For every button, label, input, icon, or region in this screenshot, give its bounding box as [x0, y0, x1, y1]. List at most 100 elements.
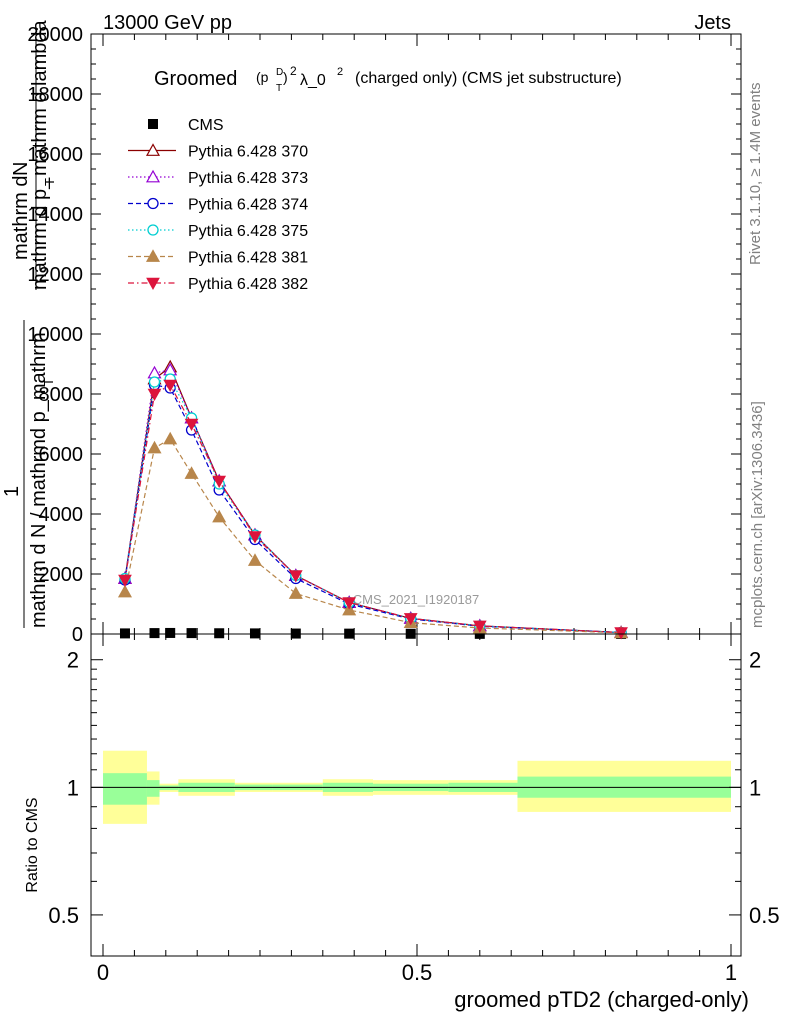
series-cms-point: [119, 628, 130, 639]
legend-pythia-6-428-370: Pythia 6.428 370: [128, 143, 308, 161]
ratio-y-label: Ratio to CMS: [24, 797, 41, 892]
main-ytick-label: 16000: [27, 144, 83, 166]
ratio-ytick-label: 2: [67, 648, 79, 673]
legend-pythia-6-428-381: Pythia 6.428 381: [128, 249, 308, 267]
series-pythia-6-428-382-point: [472, 620, 487, 633]
legend-pythia-6-428-382-label: Pythia 6.428 382: [188, 276, 308, 293]
main-ytick-label: 20000: [27, 24, 83, 46]
xtick-label: 0.5: [402, 960, 433, 985]
main-ytick-label: 14000: [27, 204, 83, 226]
ratio-axis-ticks: [91, 634, 741, 956]
title-sup-d: D: [276, 67, 283, 78]
series-pythia-6-428-381-point: [117, 584, 132, 598]
ratio-plot-frame: [90, 633, 742, 957]
legend-pythia-6-428-373: Pythia 6.428 373: [128, 169, 308, 187]
series-cms-point: [186, 628, 197, 639]
series-cms-point: [249, 628, 260, 639]
legend-pythia-6-428-370-label: Pythia 6.428 370: [188, 144, 308, 161]
series-layer: [117, 359, 629, 640]
main-ytick-label: 0: [72, 624, 83, 646]
series-pythia-6-428-382-point: [342, 597, 357, 610]
title-suffix: (charged only) (CMS jet substructure): [355, 70, 622, 87]
series-pythia-6-428-381-point: [288, 586, 303, 599]
legend-pythia-6-428-375-label: Pythia 6.428 375: [188, 223, 308, 240]
legend-pythia-6-428-381-label: Pythia 6.428 381: [188, 250, 308, 267]
ratio-tick-labels: 0.5 0.5 1 1 2 2: [48, 648, 779, 928]
title-sub-t: T: [276, 83, 282, 94]
ratio-inner-band: [146, 780, 160, 797]
ratio-ytick-label-right: 2: [749, 648, 761, 673]
ylabel-line2-rest: mathrm d lambda: [29, 20, 51, 176]
x-axis-label: groomed pTD2 (charged-only): [454, 987, 749, 1012]
series-pythia-6-428-382-point: [118, 574, 132, 588]
legend-cms: CMS: [148, 117, 224, 134]
legend-pythia-6-428-375: Pythia 6.428 375: [128, 223, 308, 240]
main-y-axis-label: mathrm d N mathrm d p_ T mathrm d lambda…: [1, 20, 57, 628]
series-pythia-6-428-382-point: [288, 570, 303, 583]
ylabel-line2-t: T: [42, 178, 57, 186]
main-ytick-label: 12000: [27, 264, 83, 286]
legend-pythia-6-428-370-marker: [145, 143, 161, 156]
series-pythia-6-428-382-point: [163, 379, 178, 393]
ylabel-one: 1: [1, 486, 23, 497]
ratio-ytick-label-right: 0.5: [749, 903, 780, 928]
title-close: ): [283, 69, 288, 85]
main-ytick-label: 10000: [27, 324, 83, 346]
ylabel-top-n: N: [10, 162, 32, 176]
series-cms-point: [149, 628, 160, 639]
main-ytick-label: 18000: [27, 84, 83, 106]
series-pythia-6-428-373-point: [147, 365, 162, 379]
title-groomed: Groomed: [154, 68, 237, 90]
title-lambda: λ_0: [300, 72, 326, 89]
series-pythia-6-428-382-point: [184, 418, 199, 432]
watermark: CMS_2021_I1920187: [353, 592, 480, 607]
legend-pythia-6-428-374-marker: [147, 197, 159, 210]
ylabel-top: mathrm d: [10, 176, 32, 260]
ylabel-bottom-t: T: [41, 378, 56, 386]
ratio-ytick-label-right: 1: [749, 775, 761, 800]
title-exp-2: 2: [290, 64, 297, 78]
series-cms-point: [165, 627, 176, 638]
series-pythia-6-428-381-point: [163, 431, 178, 445]
legend-pythia-6-428-382: Pythia 6.428 382: [128, 276, 308, 293]
ratio-inner-band: [103, 773, 147, 805]
main-ytick-label: 4000: [39, 504, 84, 526]
main-y-tick-labels: 0 2000 4000 6000 8000 10000 12000 14000 16000 180…: [27, 24, 83, 646]
legend-pythia-6-428-373-label: Pythia 6.428 373: [188, 170, 308, 187]
series-pythia-6-428-381-point: [184, 466, 199, 479]
title-lambda-2: 2: [337, 66, 343, 78]
xtick-label: 0: [97, 960, 109, 985]
series-pythia-6-428-382-point: [614, 627, 628, 640]
main-axis-ticks: [91, 33, 741, 635]
legend-pythia-6-428-374-label: Pythia 6.428 374: [188, 197, 308, 214]
legend: CMS Pythia 6.428 370 Pythia 6.428 373 Pythi…: [128, 117, 308, 293]
legend-pythia-6-428-382-marker: [146, 277, 160, 291]
legend-cms-marker: [148, 119, 158, 129]
series-pythia-6-428-382-point: [403, 613, 418, 626]
legend-pythia-6-428-374: Pythia 6.428 374: [128, 197, 308, 214]
series-pythia-6-428-382-point: [147, 388, 162, 402]
ylabel-bottom: mathrm d N / mathrmd p_mathrm: [28, 332, 50, 628]
rivet-label: Rivet 3.1.10, ≥ 1.4M events: [747, 83, 764, 266]
header-left: 13000 GeV pp: [103, 12, 232, 34]
title-paren: (p: [256, 69, 269, 85]
series-pythia-6-428-382-point: [248, 531, 262, 544]
main-ytick-label: 6000: [39, 444, 84, 466]
mcplots-label: mcplots.cern.ch [arXiv:1306.3436]: [749, 401, 766, 628]
header-right: Jets: [694, 12, 731, 34]
legend-pythia-6-428-381-marker: [145, 249, 161, 262]
ratio-ytick-label: 1: [67, 775, 79, 800]
legend-pythia-6-428-373-marker: [145, 169, 161, 183]
main-ytick-label: 8000: [39, 384, 84, 406]
xtick-label: 1: [725, 960, 737, 985]
series-cms-point: [214, 628, 225, 639]
legend-cms-label: CMS: [188, 117, 224, 134]
ylabel-line2: mathrm d p_: [29, 177, 51, 290]
series-pythia-6-428-381-point: [212, 509, 227, 523]
main-ytick-label: 2000: [39, 564, 84, 586]
series-pythia-6-428-381-point: [147, 440, 162, 454]
chart-title: Groomed (p D T ) 2 λ_0 2 (charged only) …: [154, 64, 622, 94]
series-pythia-6-428-381-point: [247, 553, 262, 566]
series-pythia-6-428-375-point: [148, 376, 161, 388]
